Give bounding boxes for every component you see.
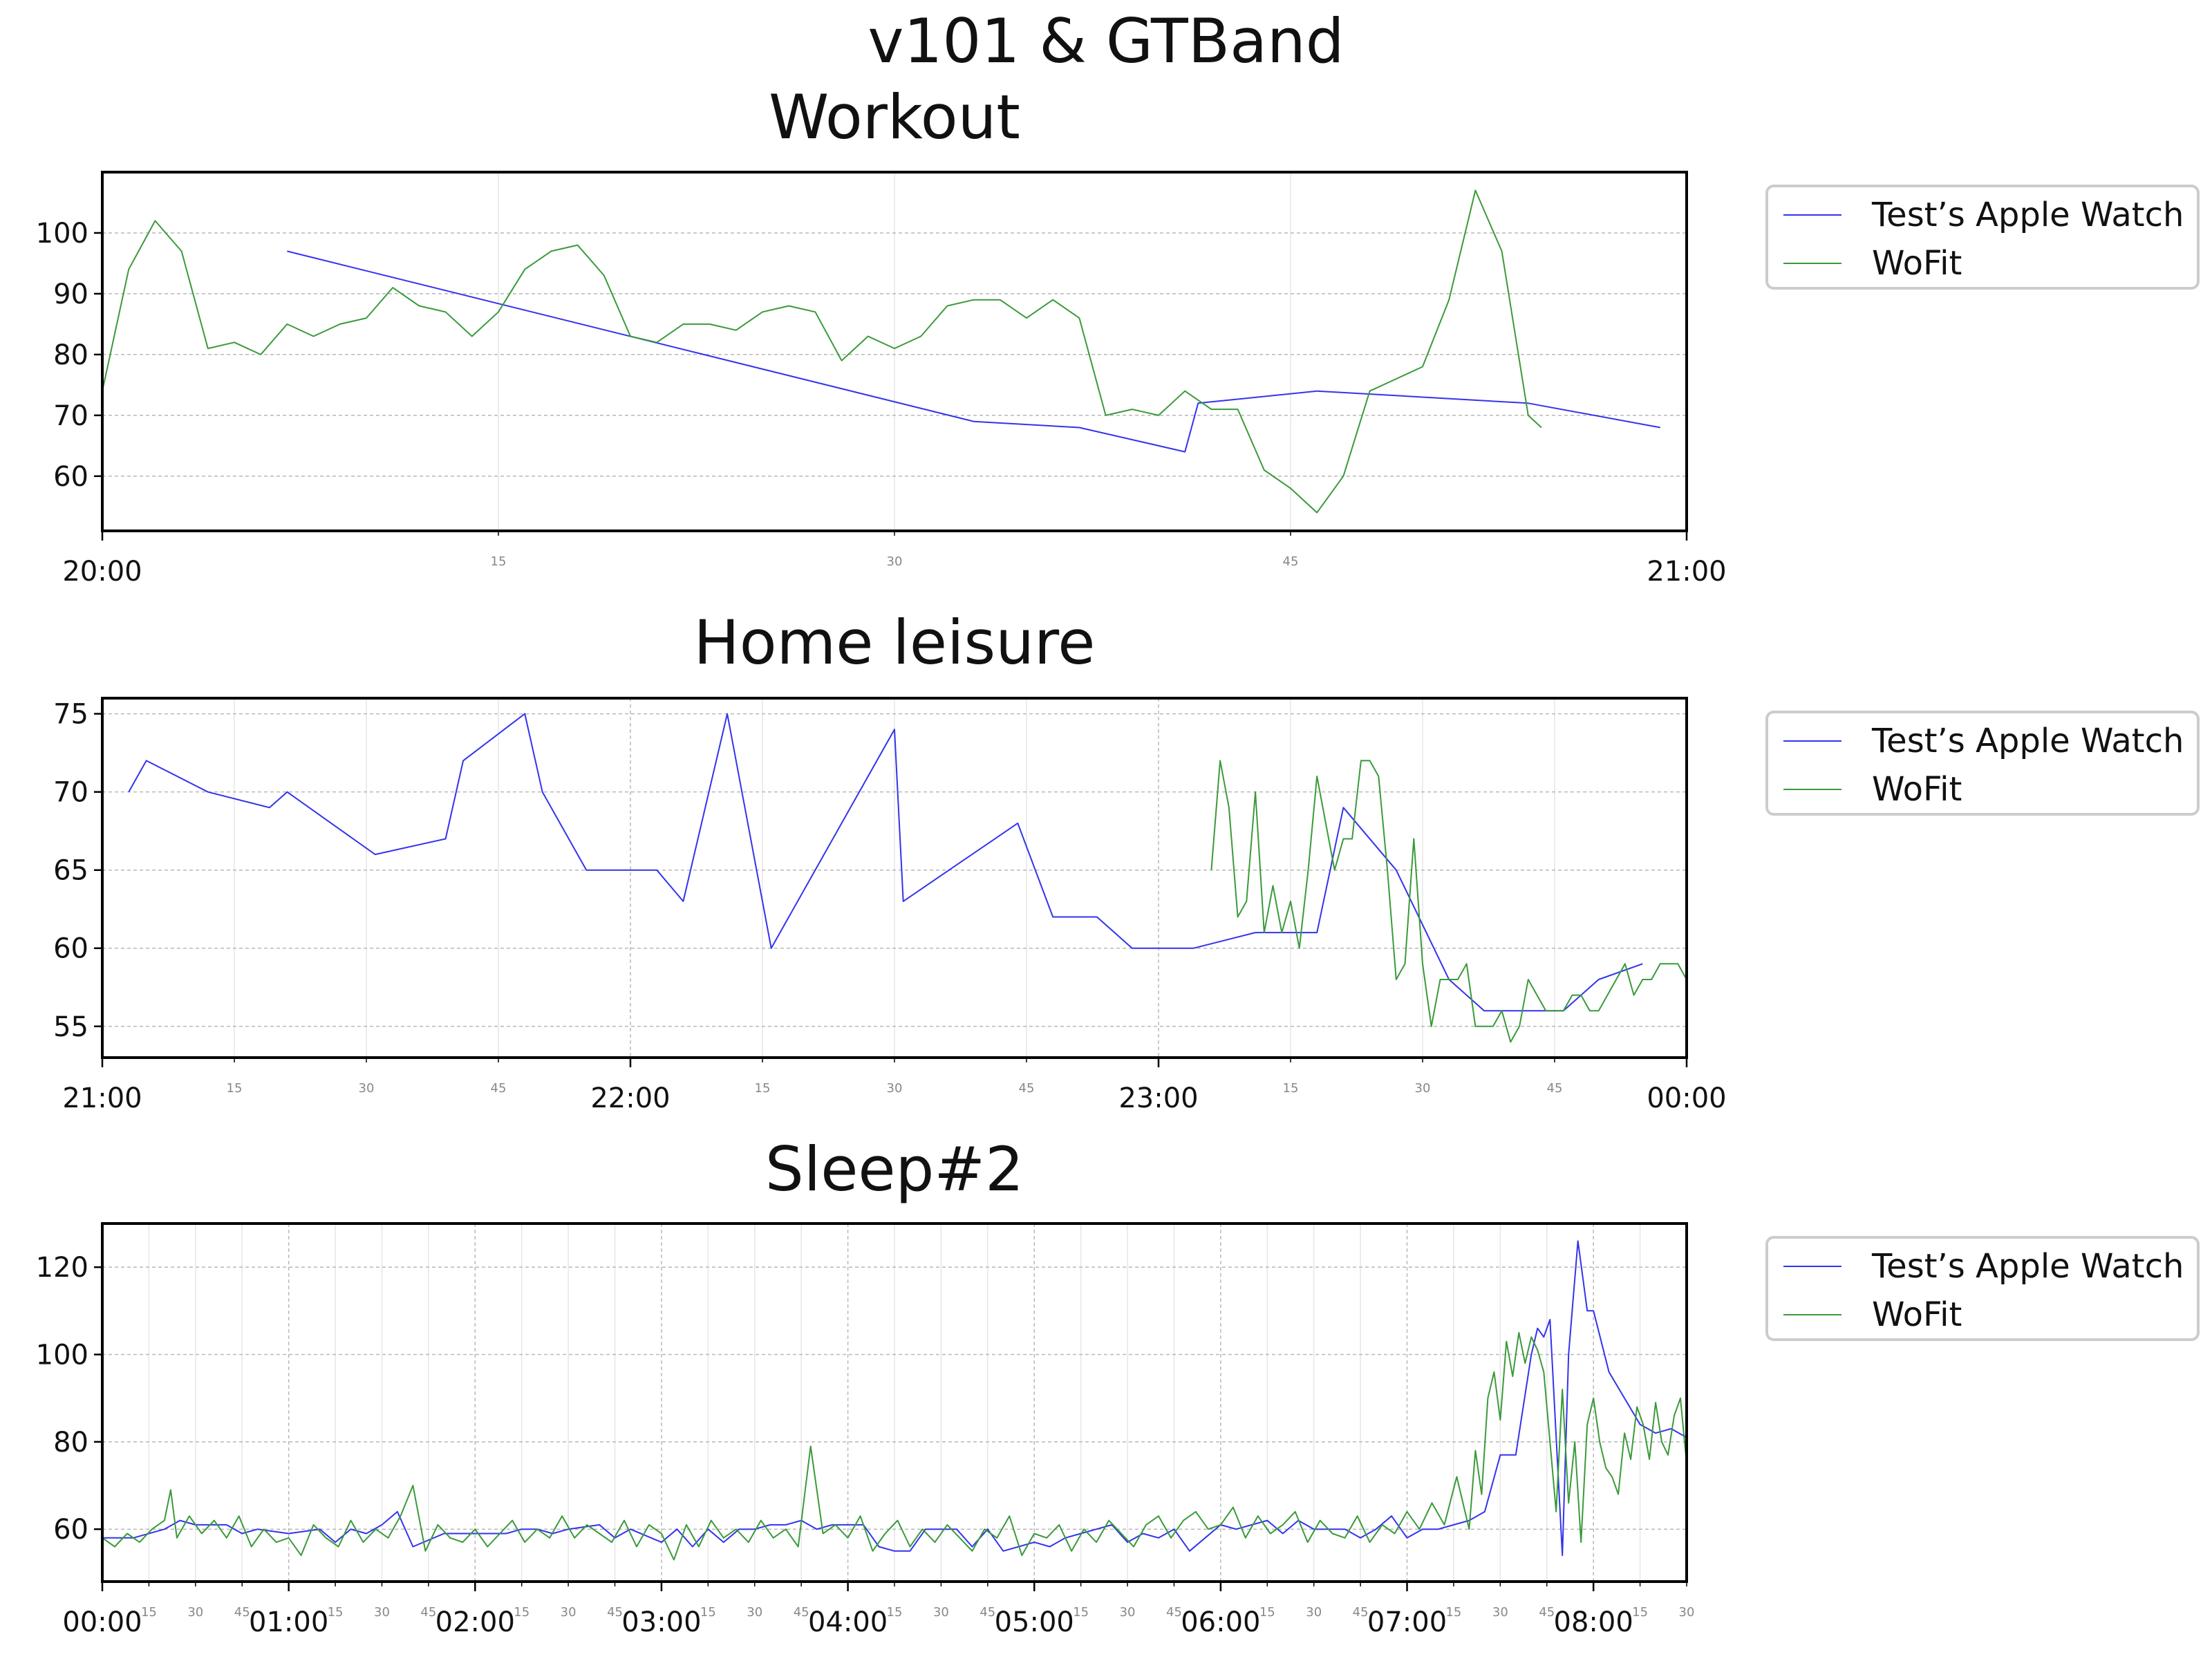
chart-2-y-tick-label: 60 [53,933,88,965]
chart-2-x-minor-tick-label: 15 [1283,1081,1299,1096]
chart-1-series-wofit-line [102,189,1542,514]
chart-3-x-major-tick-label: 05:00 [995,1606,1074,1638]
chart-3-x-minor-tick-label: 15 [700,1605,716,1620]
chart-1-x-major-tick-label: 20:00 [62,556,142,588]
chart-1-y-tick-label: 100 [36,218,88,250]
chart-2-x-major-tick-label: 21:00 [62,1082,142,1114]
chart-3-x-minor-tick-label: 15 [1445,1605,1461,1620]
chart-2-x-minor-tick-label: 30 [1415,1081,1431,1096]
chart-3-x-minor-tick-label: 15 [887,1605,903,1620]
chart-1-y-tick-label: 60 [53,461,88,493]
chart-1-series-apple-watch-line [287,250,1660,453]
chart-3-x-major-tick-label: 03:00 [621,1606,701,1638]
chart-2-x-minor-tick-label: 30 [359,1081,375,1096]
figure-title: v101 & GTBand [868,6,1344,77]
chart-3-x-minor-tick-label: 45 [607,1605,623,1620]
chart-2-series-wofit-line [1210,760,1687,1043]
chart-2-y-tick-label: 55 [53,1011,88,1043]
chart-2-x-minor-tick-label: 45 [491,1081,507,1096]
chart-2-x-minor-tick-label: 45 [1019,1081,1035,1096]
chart-2-y-tick-label: 75 [53,699,88,731]
chart-3-title: Sleep#2 [765,1134,1024,1205]
chart-1-x-major-tick-label: 21:00 [1647,556,1726,588]
chart-2-legend-label-apple-watch: Test’s Apple Watch [1871,722,2184,760]
chart-3-x-minor-tick-label: 30 [1492,1605,1508,1620]
chart-3-x-major-tick-label: 07:00 [1367,1606,1447,1638]
chart-1-x-minor-tick-label: 15 [491,554,507,569]
chart-2-series-apple-watch-line [128,713,1643,1012]
chart-3-x-minor-tick-label: 15 [141,1605,157,1620]
chart-3-x-minor-tick-label: 45 [420,1605,436,1620]
chart-2-legend-label-wofit: WoFit [1872,770,1962,809]
chart-3-x-minor-tick-label: 15 [1632,1605,1648,1620]
chart-2-x-major-tick-label: 00:00 [1647,1082,1726,1114]
chart-3-series-apple-watch-line [102,1240,1687,1557]
chart-3-x-minor-tick-label: 15 [514,1605,529,1620]
chart-3-legend-label-wofit: WoFit [1872,1295,1962,1334]
chart-3-x-minor-tick-label: 30 [1120,1605,1136,1620]
chart-2-y-tick-label: 70 [53,777,88,809]
chart-2-y-tick-label: 65 [53,855,88,887]
chart-3-x-minor-tick-label: 45 [794,1605,809,1620]
chart-3-x-major-tick-label: 08:00 [1554,1606,1633,1638]
chart-2-legend-box [1765,711,2200,816]
chart-3-x-major-tick-label: 06:00 [1181,1606,1260,1638]
chart-3-x-major-tick-label: 00:00 [62,1606,142,1638]
chart-3-y-tick-label: 60 [53,1514,88,1546]
chart-2-x-minor-tick-label: 15 [755,1081,771,1096]
chart-2-x-minor-tick-label: 30 [887,1081,903,1096]
chart-1-y-tick-label: 70 [53,400,88,432]
chart-1-legend-label-apple-watch: Test’s Apple Watch [1871,196,2184,234]
chart-3-x-minor-tick-label: 30 [747,1605,762,1620]
chart-3-x-major-tick-label: 01:00 [249,1606,328,1638]
chart-3-x-minor-tick-label: 45 [1353,1605,1369,1620]
chart-2-title: Home leisure [694,607,1096,678]
chart-2-x-major-tick-label: 22:00 [590,1082,670,1114]
chart-2-x-minor-tick-label: 45 [1547,1081,1563,1096]
chart-3-x-minor-tick-label: 30 [1679,1605,1695,1620]
chart-3-x-minor-tick-label: 30 [374,1605,390,1620]
chart-3-series-wofit-line [102,1331,1687,1561]
chart-3-x-minor-tick-label: 15 [328,1605,344,1620]
chart-3-y-tick-label: 80 [53,1427,88,1459]
chart-3-y-tick-label: 120 [36,1252,88,1284]
chart-1-y-tick-label: 90 [53,279,88,310]
chart-3-x-minor-tick-label: 15 [1073,1605,1089,1620]
chart-3-x-minor-tick-label: 30 [561,1605,577,1620]
chart-1-x-minor-tick-label: 45 [1283,554,1299,569]
chart-3-x-minor-tick-label: 30 [933,1605,949,1620]
chart-2-x-minor-tick-label: 15 [227,1081,243,1096]
chart-3-legend-box [1765,1236,2200,1341]
chart-1-x-minor-tick-label: 30 [887,554,903,569]
chart-3-legend-label-apple-watch: Test’s Apple Watch [1871,1247,2184,1286]
chart-1-legend-box [1765,185,2200,290]
chart-2-x-major-tick-label: 23:00 [1118,1082,1198,1114]
chart-1-y-tick-label: 80 [53,339,88,371]
chart-3-x-major-tick-label: 02:00 [435,1606,515,1638]
chart-3-x-minor-tick-label: 15 [1259,1605,1275,1620]
chart-3-x-minor-tick-label: 30 [187,1605,203,1620]
chart-3-x-minor-tick-label: 45 [1166,1605,1182,1620]
chart-3-x-major-tick-label: 04:00 [808,1606,888,1638]
chart-3-x-minor-tick-label: 45 [234,1605,250,1620]
chart-1-legend-label-wofit: WoFit [1872,244,1962,283]
chart-3-y-tick-label: 100 [36,1340,88,1371]
chart-3-x-minor-tick-label: 45 [1539,1605,1555,1620]
chart-1-title: Workout [769,82,1020,153]
chart-3-x-minor-tick-label: 45 [980,1605,995,1620]
chart-3-x-minor-tick-label: 30 [1306,1605,1322,1620]
